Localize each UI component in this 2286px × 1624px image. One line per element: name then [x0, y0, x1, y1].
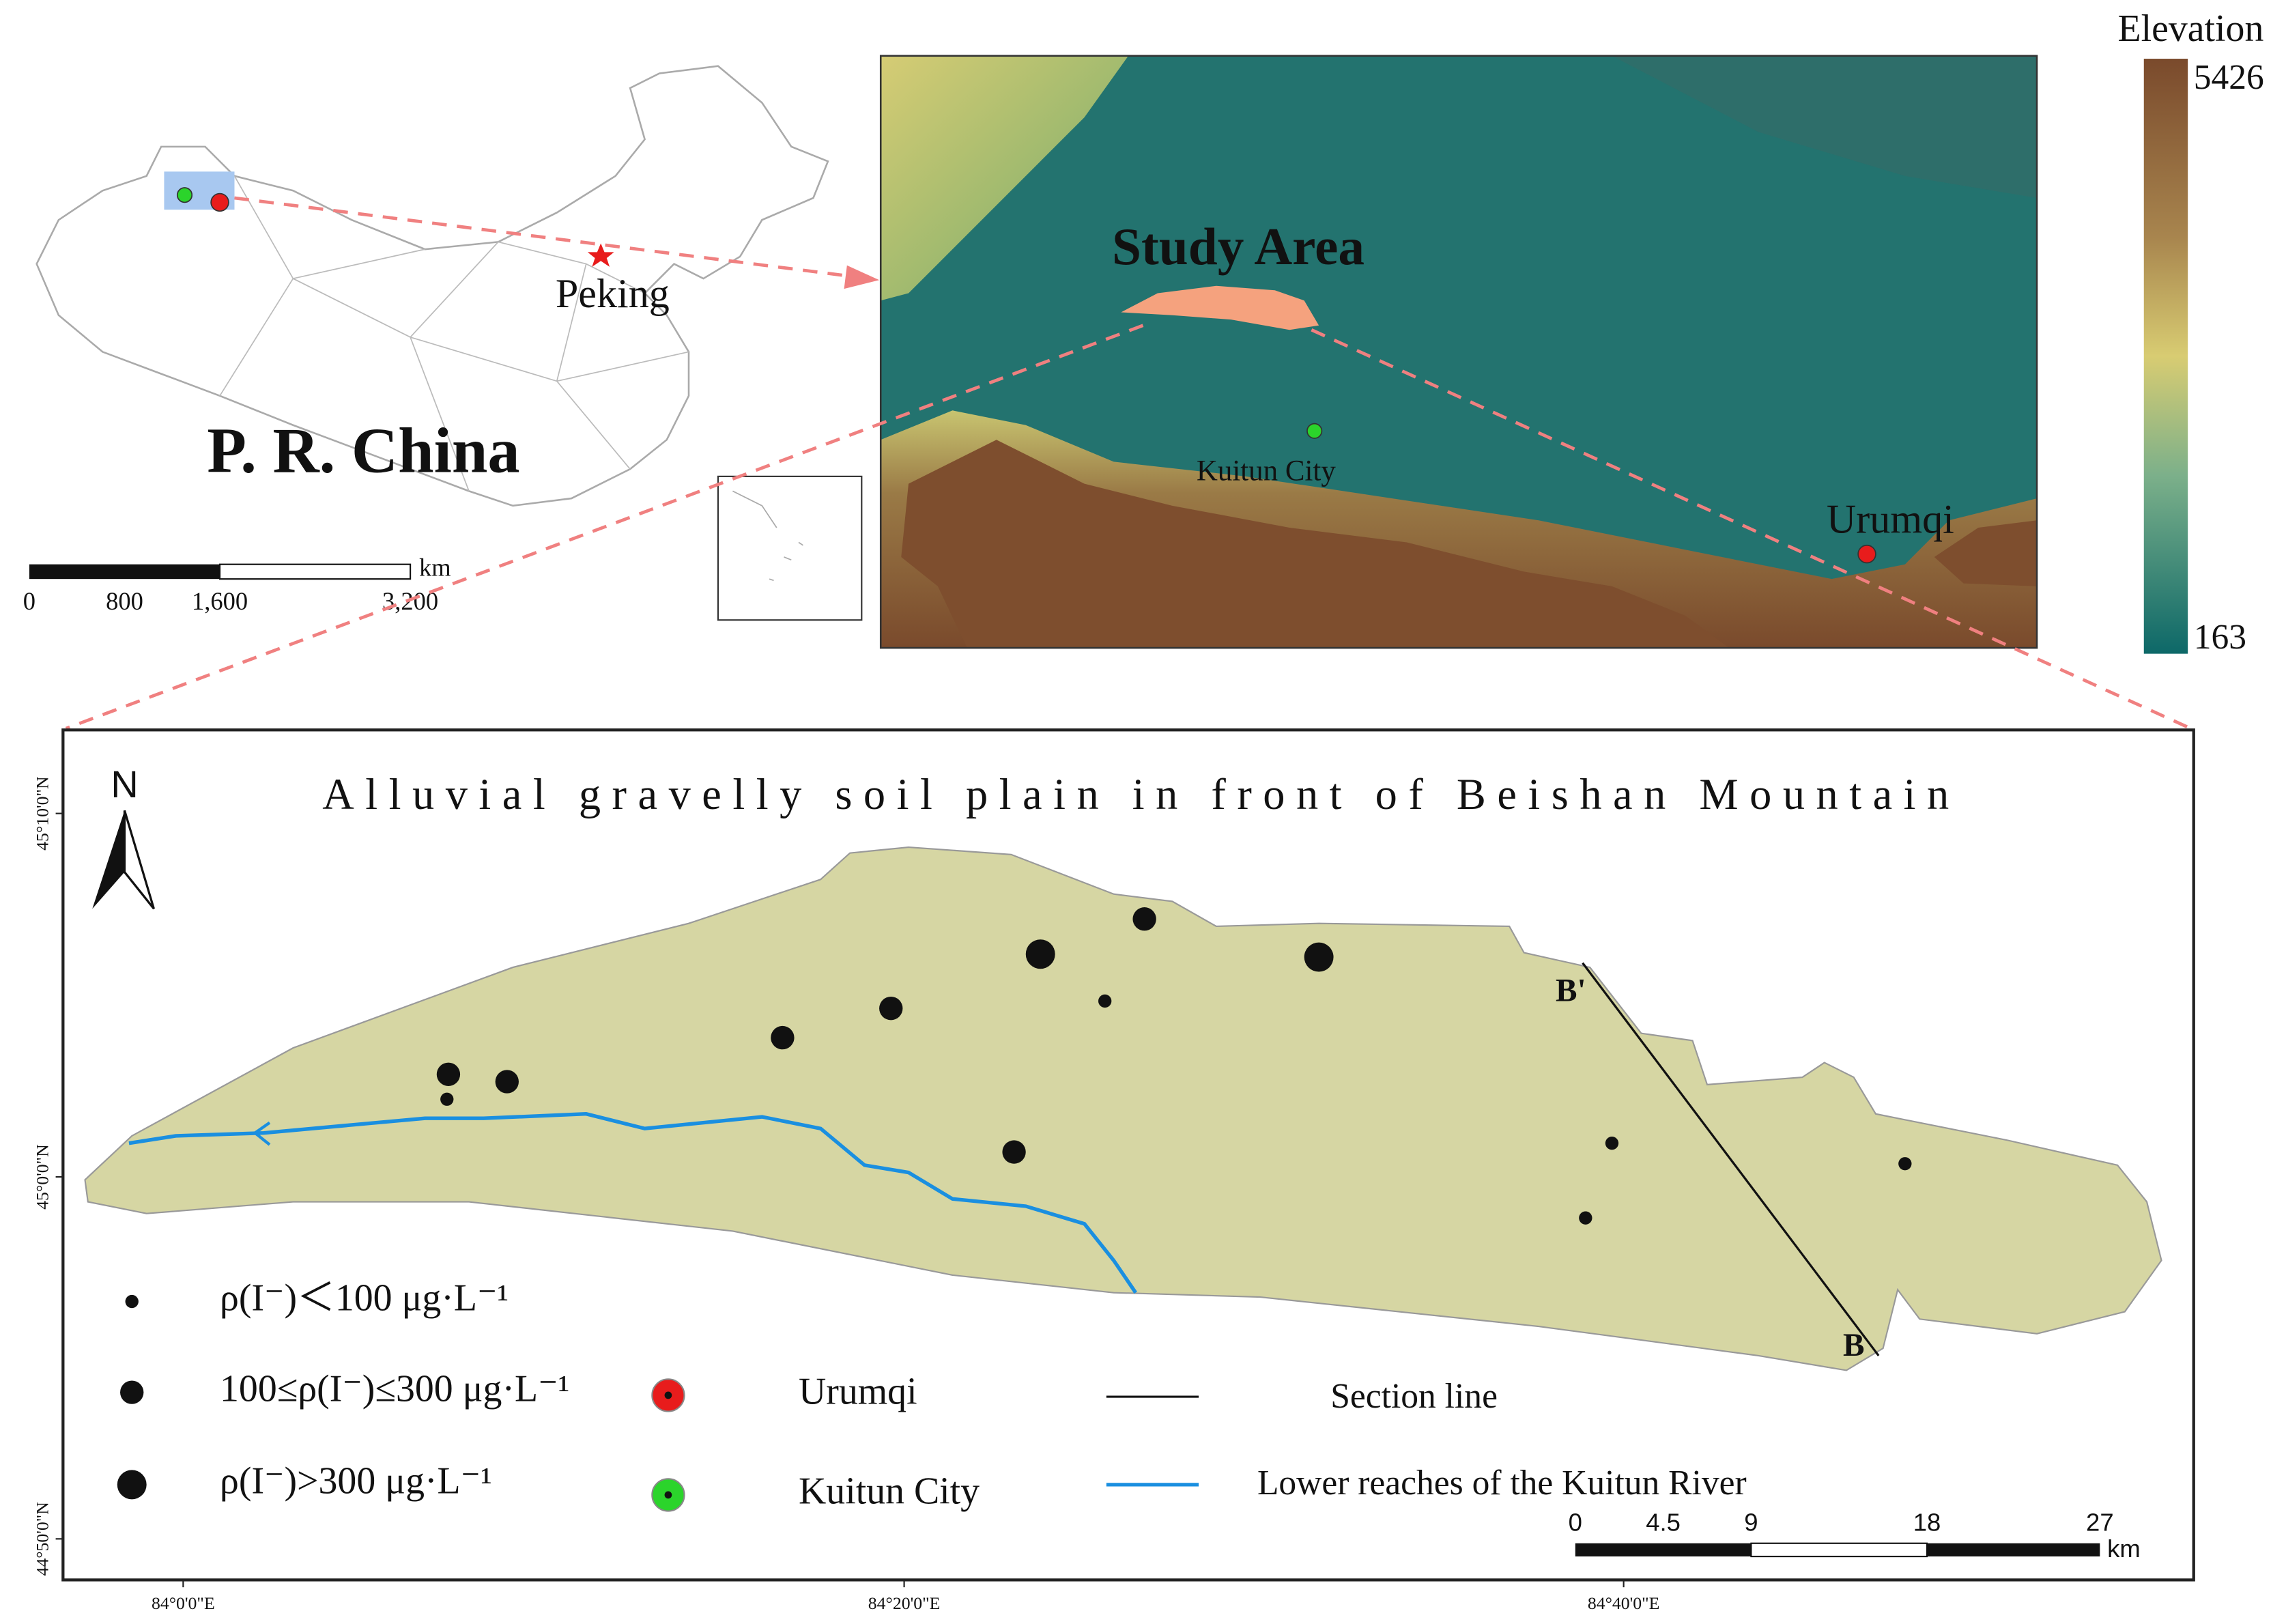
capital-star [587, 243, 614, 267]
inset-islands [732, 490, 803, 582]
lon-label: 84°0'0"E [152, 1593, 215, 1613]
sample-point [1605, 1137, 1619, 1150]
scale-unit: km [2107, 1535, 2141, 1563]
legend-label: Section line [1330, 1377, 1498, 1416]
kuitun-river [128, 1112, 1137, 1294]
legend-medium-dot [120, 1380, 144, 1404]
section-line [1582, 962, 1880, 1356]
china-map: Peking P. R. China 0 800 1,600 3,200 km [23, 65, 863, 621]
south-sea-inset [717, 475, 863, 621]
scale-bar-black [1927, 1543, 2100, 1557]
lon-label: 84°20'0"E [868, 1593, 941, 1613]
legend-label: Urumqi [799, 1371, 917, 1413]
detail-title: Alluvial gravelly soil plain in front of… [322, 770, 1949, 818]
scale-label: 800 [106, 587, 143, 615]
legend-label: 100≤ρ(I⁻)≤300 μg·L⁻¹ [220, 1367, 569, 1410]
detail-map: B' B Alluvial gravelly soil plain in fro… [32, 728, 2195, 1613]
sample-point [1132, 907, 1156, 931]
graticule: 45°10'0"N 45°0'0"N 44°50'0"N 84°0'0"E 84°20'… [32, 776, 1659, 1612]
sample-point [1898, 1157, 1912, 1171]
legend-max: 5426 [2194, 58, 2264, 97]
connectors [65, 196, 2192, 730]
scale-label: 27 [2086, 1508, 2114, 1536]
city-label: Urumqi [1827, 496, 1954, 542]
dem-peaks [901, 440, 1730, 649]
scale-bar-white [1750, 1542, 1928, 1558]
dem-northeast-upland [1612, 55, 2038, 198]
legend-large-dot [117, 1470, 147, 1500]
dem-map: Study Area Kuitun City Urumqi Elevation … [879, 8, 2264, 657]
legend-label: Lower reaches of the Kuitun River [1257, 1464, 1747, 1502]
urumqi-symbol [210, 193, 229, 212]
lat-label: 45°0'0"N [32, 1144, 52, 1210]
sample-point [1579, 1211, 1592, 1225]
connector-line [1311, 328, 2192, 730]
legend-urumqi-center [664, 1391, 672, 1399]
sample-point [771, 1025, 795, 1050]
sample-point [879, 996, 903, 1021]
urumqi-symbol [1857, 544, 1876, 564]
scale-bar-black [1575, 1543, 1752, 1557]
scale-label: 4.5 [1646, 1508, 1681, 1536]
kuitun-symbol [176, 187, 193, 203]
sample-point [1304, 942, 1334, 972]
china-title: P. R. China [207, 416, 519, 487]
sample-point [436, 1062, 461, 1086]
study-area-label: Study Area [1112, 217, 1365, 276]
scale-labels: 0 4.5 9 18 27 [1569, 1508, 2114, 1536]
scale-bar-white [218, 563, 412, 580]
kuitun-symbol [1306, 423, 1323, 439]
sample-point [495, 1070, 519, 1094]
sample-point [1002, 1140, 1026, 1164]
sample-points [436, 907, 1912, 1225]
capital-label: Peking [556, 271, 670, 317]
elevation-colorbar [2143, 59, 2188, 654]
legend-label: Kuitun City [799, 1470, 980, 1513]
sample-point [440, 1092, 454, 1106]
dem-east-peaks [1934, 520, 2038, 586]
scale-label: 0 [23, 587, 35, 615]
legend-min: 163 [2194, 618, 2246, 657]
scale-unit: km [419, 554, 451, 582]
scale-label: 0 [1569, 1508, 1582, 1536]
section-end: B' [1556, 973, 1586, 1009]
province-lines [219, 175, 689, 492]
dem-northwest-upland [881, 55, 1129, 301]
scale-bar-black [29, 564, 220, 580]
section-end: B [1843, 1328, 1865, 1363]
legend-kuitun-center [664, 1491, 672, 1499]
connector-line [65, 324, 1144, 730]
legend-title: Elevation [2118, 8, 2264, 50]
sample-point [1098, 994, 1112, 1008]
river-flow-arrow [252, 1121, 271, 1146]
north-label: N [111, 763, 138, 806]
scale-label: 9 [1744, 1508, 1758, 1536]
north-arrow-right [123, 810, 155, 910]
legend-label: ρ(I⁻)＜100 μg·L⁻¹ [220, 1277, 509, 1319]
north-arrow: N [92, 763, 155, 910]
scale-label: 18 [1913, 1508, 1941, 1536]
legend-small-dot [125, 1294, 139, 1309]
city-label: Kuitun City [1197, 455, 1336, 487]
scale-label: 1,600 [192, 587, 248, 615]
dem-frame [879, 55, 2038, 649]
sample-point [1025, 939, 1055, 969]
connector-line [234, 196, 858, 279]
lat-label: 44°50'0"N [32, 1502, 52, 1576]
dem-study-area [1121, 285, 1319, 330]
lon-label: 84°40'0"E [1588, 1593, 1660, 1613]
connector-arrowhead [844, 265, 880, 289]
legend-label: ρ(I⁻)>300 μg·L⁻¹ [220, 1460, 492, 1502]
study-area-polygon [84, 846, 2162, 1371]
lat-label: 45°10'0"N [32, 776, 52, 850]
